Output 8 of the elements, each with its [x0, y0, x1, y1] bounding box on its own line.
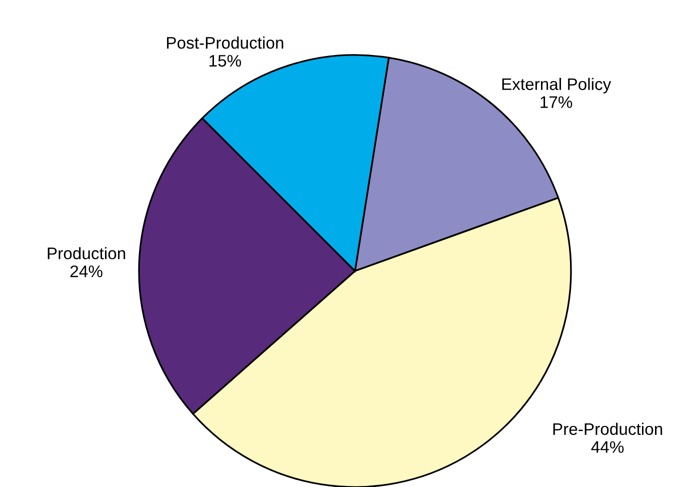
data-label: 44% [591, 441, 624, 453]
slice-label: Production [48, 247, 126, 260]
data-label: 17% [540, 96, 572, 108]
slice-label: Pre-Production [553, 422, 662, 435]
slice-label: External Policy [502, 78, 612, 94]
data-label: 15% [210, 54, 242, 67]
data-label: 24% [70, 265, 102, 278]
slice-label: Post-Production [167, 36, 284, 49]
